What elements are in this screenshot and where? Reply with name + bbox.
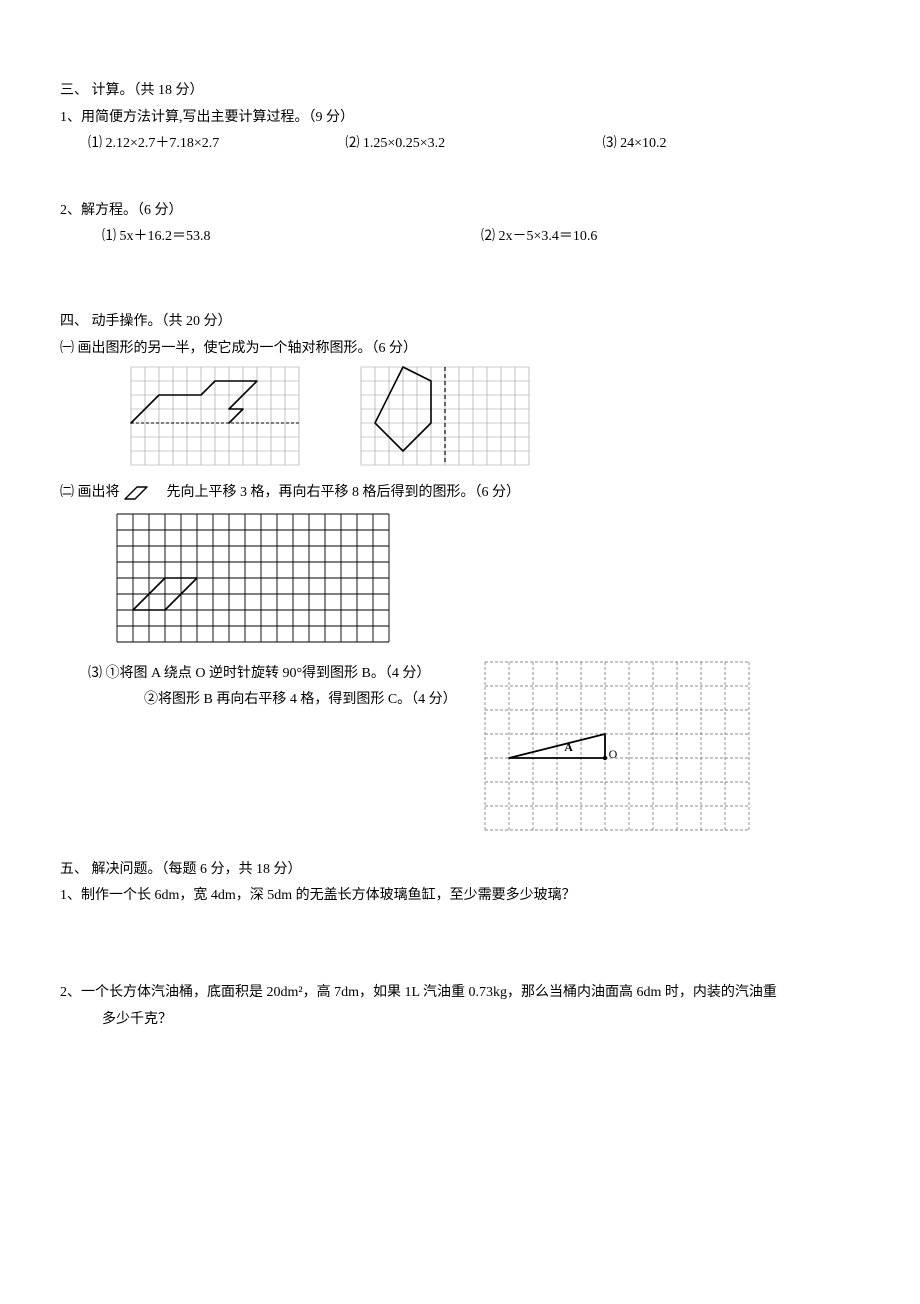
q3-1-item-1: ⑴ 2.12×2.7＋7.18×2.7 bbox=[88, 131, 345, 158]
q4-2-figure-wrap bbox=[60, 513, 860, 643]
grid-b-figure bbox=[360, 366, 530, 466]
q3-1-item-3: ⑶ 24×10.2 bbox=[603, 131, 860, 158]
q3-2-stem: 2、解方程。（6 分） bbox=[60, 198, 860, 225]
parallelogram-icon bbox=[123, 485, 163, 501]
section-3-title: 三、 计算。（共 18 分） bbox=[60, 78, 860, 105]
q4-3-text: ⑶ ①将图 A 绕点 O 逆时针旋转 90°得到图形 B。（4 分） ②将图形 … bbox=[60, 661, 460, 714]
spacer bbox=[60, 910, 860, 970]
q3-1-item-2: ⑵ 1.25×0.25×3.2 bbox=[345, 131, 602, 158]
spacer bbox=[60, 158, 860, 198]
q4-1-stem: ㈠ 画出图形的另一半，使它成为一个轴对称图形。（6 分） bbox=[60, 336, 860, 363]
spacer bbox=[60, 251, 860, 291]
grid-c-figure bbox=[116, 513, 390, 643]
q5-2a: 2、一个长方体汽油桶，底面积是 20dm²，高 7dm，如果 1L 汽油重 0.… bbox=[60, 980, 860, 1007]
q4-2-stem-pre: ㈡ 画出将 bbox=[60, 485, 123, 500]
svg-text:O: O bbox=[609, 747, 618, 761]
section-4-title: 四、 动手操作。（共 20 分） bbox=[60, 309, 860, 336]
svg-text:A: A bbox=[564, 740, 573, 754]
q3-2-item-2: ⑵ 2x－5×3.4＝10.6 bbox=[481, 224, 860, 251]
q3-2-item-1: ⑴ 5x＋16.2＝53.8 bbox=[102, 224, 481, 251]
q4-2-stem-post: 先向上平移 3 格，再向右平移 8 格后得到的图形。（6 分） bbox=[163, 485, 520, 500]
grid-d-figure: AO bbox=[484, 661, 750, 831]
q5-2b: 多少千克？ bbox=[60, 1007, 860, 1034]
q3-2-items: ⑴ 5x＋16.2＝53.8 ⑵ 2x－5×3.4＝10.6 bbox=[60, 224, 860, 251]
q4-3-line2: ②将图形 B 再向右平移 4 格，得到图形 C。（4 分） bbox=[60, 687, 460, 714]
q4-3-row: ⑶ ①将图 A 绕点 O 逆时针旋转 90°得到图形 B。（4 分） ②将图形 … bbox=[60, 661, 860, 831]
q4-3-line1: ⑶ ①将图 A 绕点 O 逆时针旋转 90°得到图形 B。（4 分） bbox=[60, 661, 460, 688]
q3-1-items: ⑴ 2.12×2.7＋7.18×2.7 ⑵ 1.25×0.25×3.2 ⑶ 24… bbox=[60, 131, 860, 158]
q5-1: 1、制作一个长 6dm，宽 4dm，深 5dm 的无盖长方体玻璃鱼缸，至少需要多… bbox=[60, 883, 860, 910]
q4-1-figures bbox=[60, 366, 860, 466]
q4-2-stem: ㈡ 画出将 先向上平移 3 格，再向右平移 8 格后得到的图形。（6 分） bbox=[60, 480, 860, 507]
q3-1-stem: 1、用简便方法计算,写出主要计算过程。（9 分） bbox=[60, 105, 860, 132]
grid-a-figure bbox=[130, 366, 300, 466]
section-5-title: 五、 解决问题。（每题 6 分，共 18 分） bbox=[60, 857, 860, 884]
